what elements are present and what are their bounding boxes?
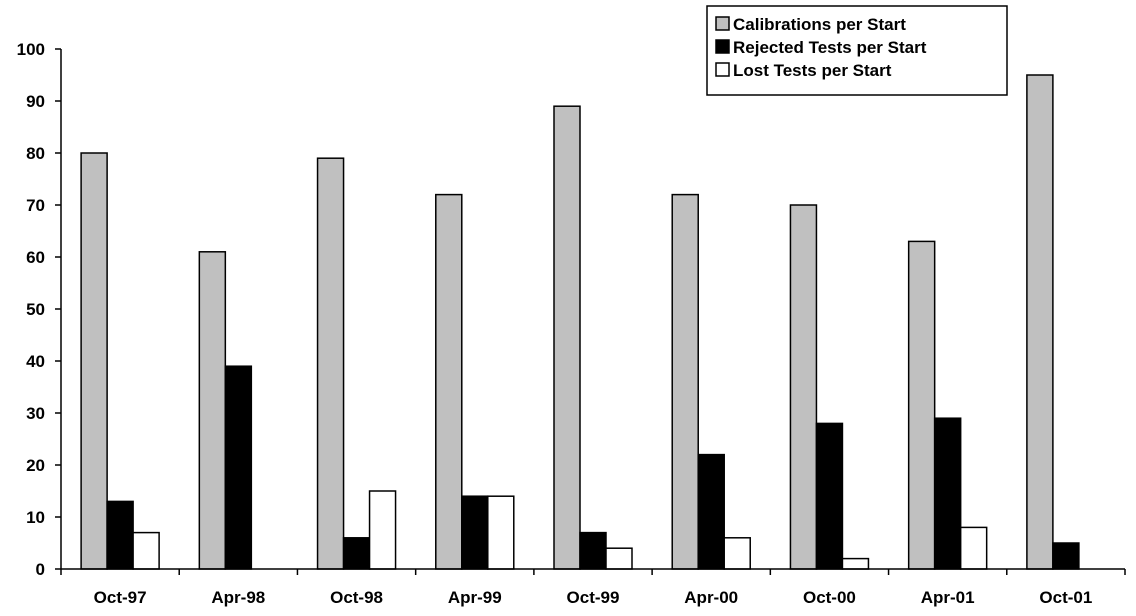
y-tick-label: 40 (26, 352, 45, 371)
bar-rejected-tests-per-start (224, 365, 253, 570)
legend-label: Calibrations per Start (733, 15, 906, 34)
x-category-label: Oct-98 (330, 588, 383, 607)
x-category-label: Oct-97 (94, 588, 147, 607)
y-tick-label: 30 (26, 404, 45, 423)
bar-calibrations-per-start (198, 251, 227, 570)
x-category-label: Oct-00 (803, 588, 856, 607)
legend-swatch-rejected-tests-per-start (715, 39, 730, 54)
y-tick-label: 20 (26, 456, 45, 475)
y-tick-label: 50 (26, 300, 45, 319)
y-tick-label: 0 (36, 560, 45, 579)
bar-calibrations-per-start (80, 152, 108, 570)
bar-calibrations-per-start (435, 193, 463, 570)
bar-rejected-tests-per-start (933, 417, 962, 570)
y-tick-label: 70 (26, 196, 45, 215)
bars (80, 74, 1080, 570)
y-tick-label: 60 (26, 248, 45, 267)
bar-lost-tests-per-start (723, 537, 751, 570)
bar-calibrations-per-start (553, 105, 581, 570)
legend-box (706, 5, 1008, 96)
bar-rejected-tests-per-start (106, 500, 134, 570)
legend-label: Lost Tests per Start (733, 61, 892, 80)
legend-label: Rejected Tests per Start (733, 38, 927, 57)
bar-rejected-tests-per-start (461, 495, 489, 570)
bar-rejected-tests-per-start (342, 537, 371, 570)
legend-items: Calibrations per Start Rejected Tests per… (715, 15, 927, 80)
y-axis-ticks: 0 10 20 30 40 50 60 70 80 90 100 (17, 40, 61, 579)
y-tick-label: 10 (26, 508, 45, 527)
x-category-label: Oct-99 (567, 588, 620, 607)
bar-calibrations-per-start (671, 193, 699, 570)
bar-calibrations-per-start (316, 157, 345, 570)
bar-lost-tests-per-start (368, 490, 397, 570)
bar-calibrations-per-start (1026, 74, 1054, 570)
bar-calibrations-per-start (789, 204, 818, 570)
bar-calibrations-per-start (907, 240, 936, 570)
bar-rejected-tests-per-start (1052, 542, 1080, 570)
bar-lost-tests-per-start (605, 547, 633, 570)
legend: Calibrations per Start Rejected Tests per… (706, 5, 1008, 96)
y-tick-label: 90 (26, 92, 45, 111)
x-category-label: Apr-01 (921, 588, 975, 607)
x-axis-ticks: Oct-97 Apr-98 Oct-98 Apr-99 Oct-99 Apr-00 Oct-… (60, 569, 1126, 607)
x-category-label: Apr-99 (448, 588, 502, 607)
bar-lost-tests-per-start (487, 495, 515, 570)
bar-lost-tests-per-start (132, 531, 160, 570)
x-category-label: Oct-01 (1039, 588, 1092, 607)
bar-lost-tests-per-start (841, 557, 870, 570)
y-tick-label: 100 (17, 40, 45, 59)
x-category-label: Apr-00 (684, 588, 738, 607)
bar-rejected-tests-per-start (697, 453, 725, 570)
bar-rejected-tests-per-start (815, 422, 844, 570)
legend-swatch-lost-tests-per-start (715, 62, 730, 77)
y-tick-label: 80 (26, 144, 45, 163)
bar-rejected-tests-per-start (579, 531, 607, 570)
bar-lost-tests-per-start (959, 526, 988, 570)
x-category-label: Apr-98 (211, 588, 265, 607)
legend-swatch-calibrations-per-start (715, 16, 730, 31)
